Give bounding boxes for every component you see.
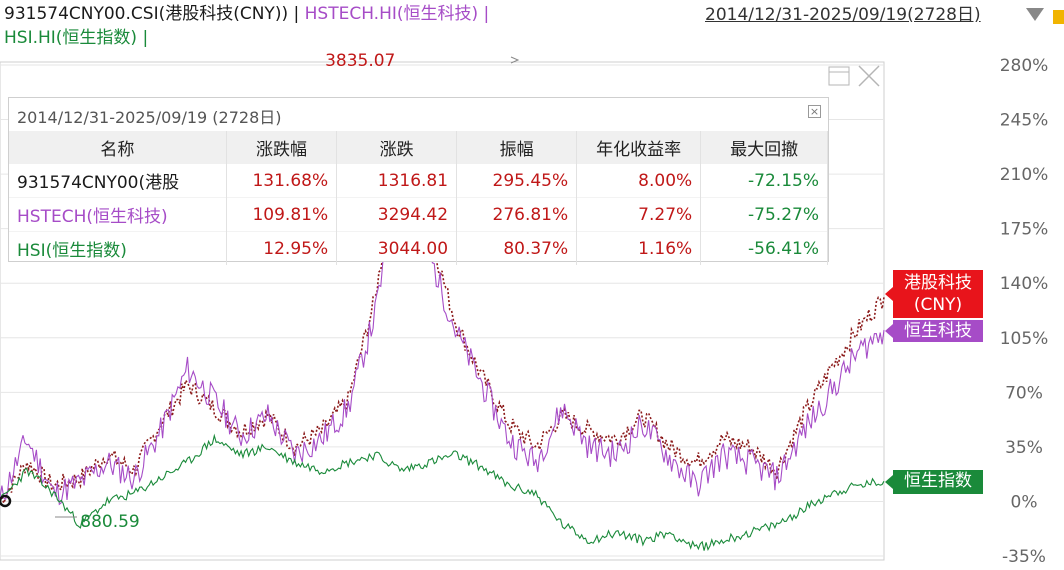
series1-tag-line2: (CNY) [913,295,963,315]
row-amplitude: 276.81% [456,197,578,232]
row-name: HSI(恒生指数) [9,231,227,265]
y-tick-label: 280% [1000,56,1049,76]
row-change: 3044.00 [336,231,458,265]
close-box-icon[interactable]: × [808,105,821,118]
row-max-drawdown: -56.41% [700,231,828,265]
row-annualized: 7.27% [576,197,702,232]
row-amplitude: 80.37% [456,231,578,265]
crosshair-marker-icon [0,494,12,508]
series-line-hengsheng-zhishu [0,433,885,551]
col-header-change: 涨跌 [336,131,458,164]
series3-title-link[interactable]: HSI.HI(恒生指数) [4,28,138,48]
col-header-name: 名称 [9,131,227,164]
row-change-pct: 109.81% [226,197,338,232]
series-line-gangu-keji [0,135,885,506]
y-tick-label: 105% [1000,329,1049,349]
summary-table: 名称 涨跌幅 涨跌 振幅 年化收益率 最大回撤 931574CNY00(港股 1… [9,131,828,265]
chart-header-line2: HSI.HI(恒生指数) | [4,27,148,49]
side-tab-icon[interactable] [1053,10,1064,24]
row-change-pct: 131.68% [226,164,338,198]
series-lines [0,135,885,551]
row-change-pct: 12.95% [226,231,338,265]
y-tick-label: 140% [1000,274,1049,294]
col-header-max-drawdown: 最大回撤 [700,131,828,164]
y-tick-label: 175% [1000,220,1049,240]
row-change: 1316.81 [336,164,458,198]
row-annualized: 1.16% [576,231,702,265]
row-name: HSTECH(恒生科技) [9,197,227,232]
row-amplitude: 295.45% [456,164,578,198]
header-separator: | [288,4,305,24]
row-change: 3294.42 [336,197,458,232]
header-separator: | [137,28,149,48]
header-separator: | [478,4,490,24]
plot-frame [0,61,885,561]
y-tick-label: 35% [1005,438,1043,458]
y-tick-label: 0% [1011,492,1038,512]
table-row[interactable]: 931574CNY00(港股 131.68% 1316.81 295.45% 8… [9,164,828,198]
table-row[interactable]: HSI(恒生指数) 12.95% 3044.00 80.37% 1.16% -5… [9,231,828,265]
col-header-annualized: 年化收益率 [576,131,702,164]
y-tick-label: 70% [1005,383,1043,403]
date-range-selector[interactable]: 2014/12/31-2025/09/19(2728日) [705,5,981,25]
series2-end-tag: 恒生科技 [885,320,983,342]
peak-value-label: 3835.07 [325,51,395,71]
y-tick-label: 245% [1000,111,1049,131]
row-max-drawdown: -72.15% [700,164,828,198]
peak-arrow-icon [510,56,520,64]
y-axis: 280% 245% 210% 175% 140% 105% 70% 35% 0% -35% [1000,56,1049,567]
trough-value-label: 880.59 [80,512,139,532]
triangle-down-icon[interactable] [1026,8,1044,21]
row-annualized: 8.00% [576,164,702,198]
series2-title-link[interactable]: HSTECH.HI(恒生科技) [304,4,479,24]
maximize-icon [828,66,850,86]
chart-toolbar-icons [828,65,880,87]
summary-panel: 2014/12/31-2025/09/19 (2728日) × 名称 涨跌幅 涨… [8,97,829,265]
row-name: 931574CNY00(港股 [9,164,227,198]
series1-end-tag: 港股科技 (CNY) [885,270,983,318]
y-tick-label: 210% [1000,165,1049,185]
summary-header-row: 名称 涨跌幅 涨跌 振幅 年化收益率 最大回撤 [9,131,828,164]
summary-title: 2014/12/31-2025/09/19 (2728日) [17,108,282,127]
chart-header-line1: 931574CNY00.CSI(港股科技(CNY)) | HSTECH.HI(恒… [4,3,489,25]
series1-tag-line1: 港股科技 [904,273,972,293]
col-header-change-pct: 涨跌幅 [226,131,338,164]
chart-annotations: 3835.07 880.59 [55,51,520,532]
y-tick-label: -35% [1002,547,1046,567]
series1-title-link[interactable]: 931574CNY00.CSI(港股科技(CNY)) [4,4,289,24]
close-icon-stroke [858,65,880,87]
series3-end-tag: 恒生指数 [885,470,983,494]
table-row[interactable]: HSTECH(恒生科技) 109.81% 3294.42 276.81% 7.2… [9,197,828,232]
col-header-amplitude: 振幅 [456,131,578,164]
series-line-hengsheng-keji [0,160,885,506]
row-max-drawdown: -75.27% [700,197,828,232]
